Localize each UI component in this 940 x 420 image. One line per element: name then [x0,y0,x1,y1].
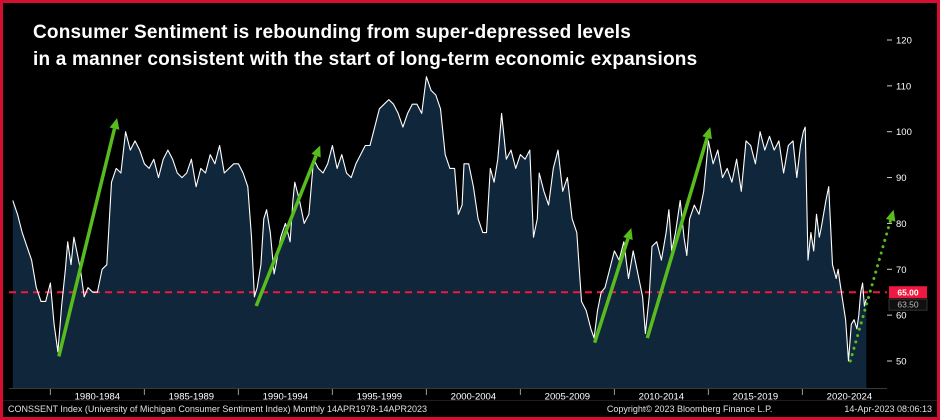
footer-timestamp: 14-Apr-2023 08:06:13 [844,404,932,414]
y-tick-label: 110 [896,81,911,92]
consumer-sentiment-chart: 50 60 70 80 90 100 110 120 1980-1984 1985-1989 199… [9,36,928,402]
series-line [12,76,867,362]
y-tick-label: 90 [896,173,907,184]
trend-arrow-shaft-2 [254,155,318,307]
trend-arrow-shaft-1 [57,128,117,357]
status-bar: CONSSENT Index (University of Michigan C… [3,400,937,417]
x-segment-label: 1985-1989 [169,392,214,402]
projection-arrow-head [885,209,896,222]
trend-arrow-shaft-3 [592,237,630,344]
threshold-badge [889,286,927,299]
footer-series-info: CONSSENT Index (University of Michigan C… [8,404,428,414]
x-segment-label: 1990-1994 [263,392,308,402]
y-tick-label: 60 [896,311,907,322]
y-tick-label: 80 [896,219,907,230]
y-tick-label: 50 [896,357,907,368]
chart-title-line1: Consumer Sentiment is rebounding from su… [33,22,631,43]
projection-arrow-shaft [848,218,893,363]
trend-arrow-shaft-4 [645,137,709,339]
series-area-fill [12,76,867,388]
x-segment-label: 2010-2014 [639,392,684,402]
last-value-label: 63.50 [897,300,919,310]
threshold-badge-label: 65.00 [897,288,919,298]
trend-arrow-head-1 [109,118,120,130]
x-segment-label: 2015-2019 [733,392,778,402]
x-segment-label: 1995-1999 [357,392,402,402]
y-tick-label: 100 [896,127,912,138]
trend-arrow-head-2 [311,145,321,158]
x-segment-label: 1980-1984 [75,392,120,402]
x-segment-label: 2020-2024 [827,392,872,402]
y-tick-label: 120 [896,36,912,47]
y-tick-label: 70 [896,265,907,276]
trend-arrow-head-3 [623,228,633,240]
trend-arrow-head-4 [702,127,712,140]
footer-copyright: Copyright© 2023 Bloomberg Finance L.P. [606,404,773,414]
last-value-badge [888,298,928,311]
x-segment-label: 2005-2009 [545,392,590,402]
chart-title: Consumer Sentiment is rebounding from su… [33,19,697,73]
chart-title-line2: in a manner consistent with the start of… [33,49,698,70]
x-segment-label: 2000-2004 [451,392,496,402]
